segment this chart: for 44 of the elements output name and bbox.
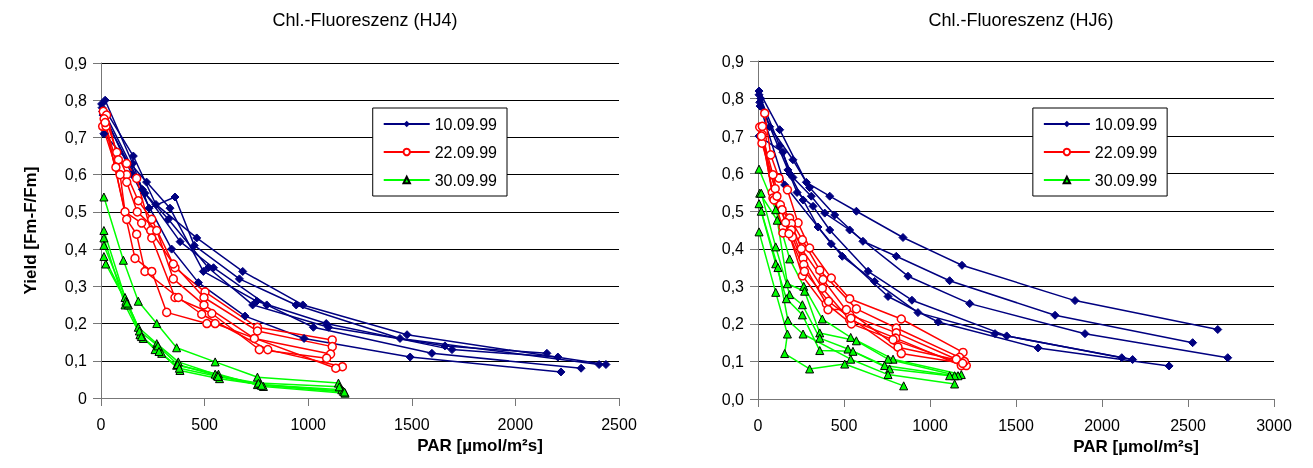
y-tick-label: 0,1 — [721, 352, 745, 370]
y-tick-label: 0,8 — [721, 90, 745, 108]
chart-title: Chl.-Fluoreszenz (HJ4) — [272, 10, 458, 30]
y-tick-label: 0,4 — [64, 240, 88, 258]
legend-label: 22.09.99 — [1094, 143, 1158, 161]
x-tick-label: 0 — [96, 415, 106, 433]
x-tick-label: 3000 — [1256, 416, 1292, 434]
y-tick-label: 0,3 — [721, 277, 745, 295]
y-tick-label: 0,7 — [64, 128, 88, 146]
y-tick-label: 0,4 — [721, 240, 745, 258]
legend-label: 22.09.99 — [434, 143, 498, 161]
y-tick-label: 0,5 — [721, 202, 745, 220]
y-tick-label: 0,7 — [721, 127, 745, 145]
y-tick-label: 0,5 — [64, 203, 88, 221]
y-tick-label: 0,8 — [64, 91, 88, 109]
x-tick-label: 2500 — [601, 415, 637, 433]
x-tick-label: 500 — [830, 416, 858, 434]
x-axis-title: PAR [µmol/m²s] — [417, 435, 543, 455]
y-tick-label: 0,6 — [64, 166, 88, 184]
x-tick-label: 1500 — [998, 416, 1034, 434]
x-axis-title: PAR [µmol/m²s] — [1073, 436, 1199, 456]
x-tick-label: 0 — [753, 416, 763, 434]
x-tick-label: 1000 — [912, 416, 948, 434]
x-tick-label: 2000 — [1084, 416, 1120, 434]
chart-title: Chl.-Fluoreszenz (HJ6) — [928, 10, 1114, 30]
y-tick-label: 0,2 — [64, 315, 88, 333]
legend-label: 10.09.99 — [1094, 115, 1158, 133]
y-tick-label: 0,0 — [721, 390, 745, 408]
legend-label: 10.09.99 — [434, 115, 498, 133]
x-tick-label: 500 — [191, 415, 219, 433]
y-tick-label: 0,9 — [721, 52, 745, 70]
y-tick-label: 0,6 — [721, 165, 745, 183]
y-tick-label: 0,2 — [721, 315, 745, 333]
x-tick-label: 1000 — [290, 415, 327, 433]
legend-label: 30.09.99 — [434, 171, 498, 189]
y-tick-label: 0,3 — [64, 277, 88, 295]
x-tick-label: 2500 — [1170, 416, 1206, 434]
y-axis-title: Yield [Fm-F/Fm] — [21, 166, 40, 295]
y-tick-label: 0,1 — [64, 352, 88, 370]
y-tick-label: 0 — [78, 389, 88, 407]
legend-label: 30.09.99 — [1094, 171, 1158, 189]
x-tick-label: 2000 — [497, 415, 534, 433]
y-tick-label: 0,9 — [64, 54, 88, 72]
x-tick-label: 1500 — [394, 415, 430, 433]
